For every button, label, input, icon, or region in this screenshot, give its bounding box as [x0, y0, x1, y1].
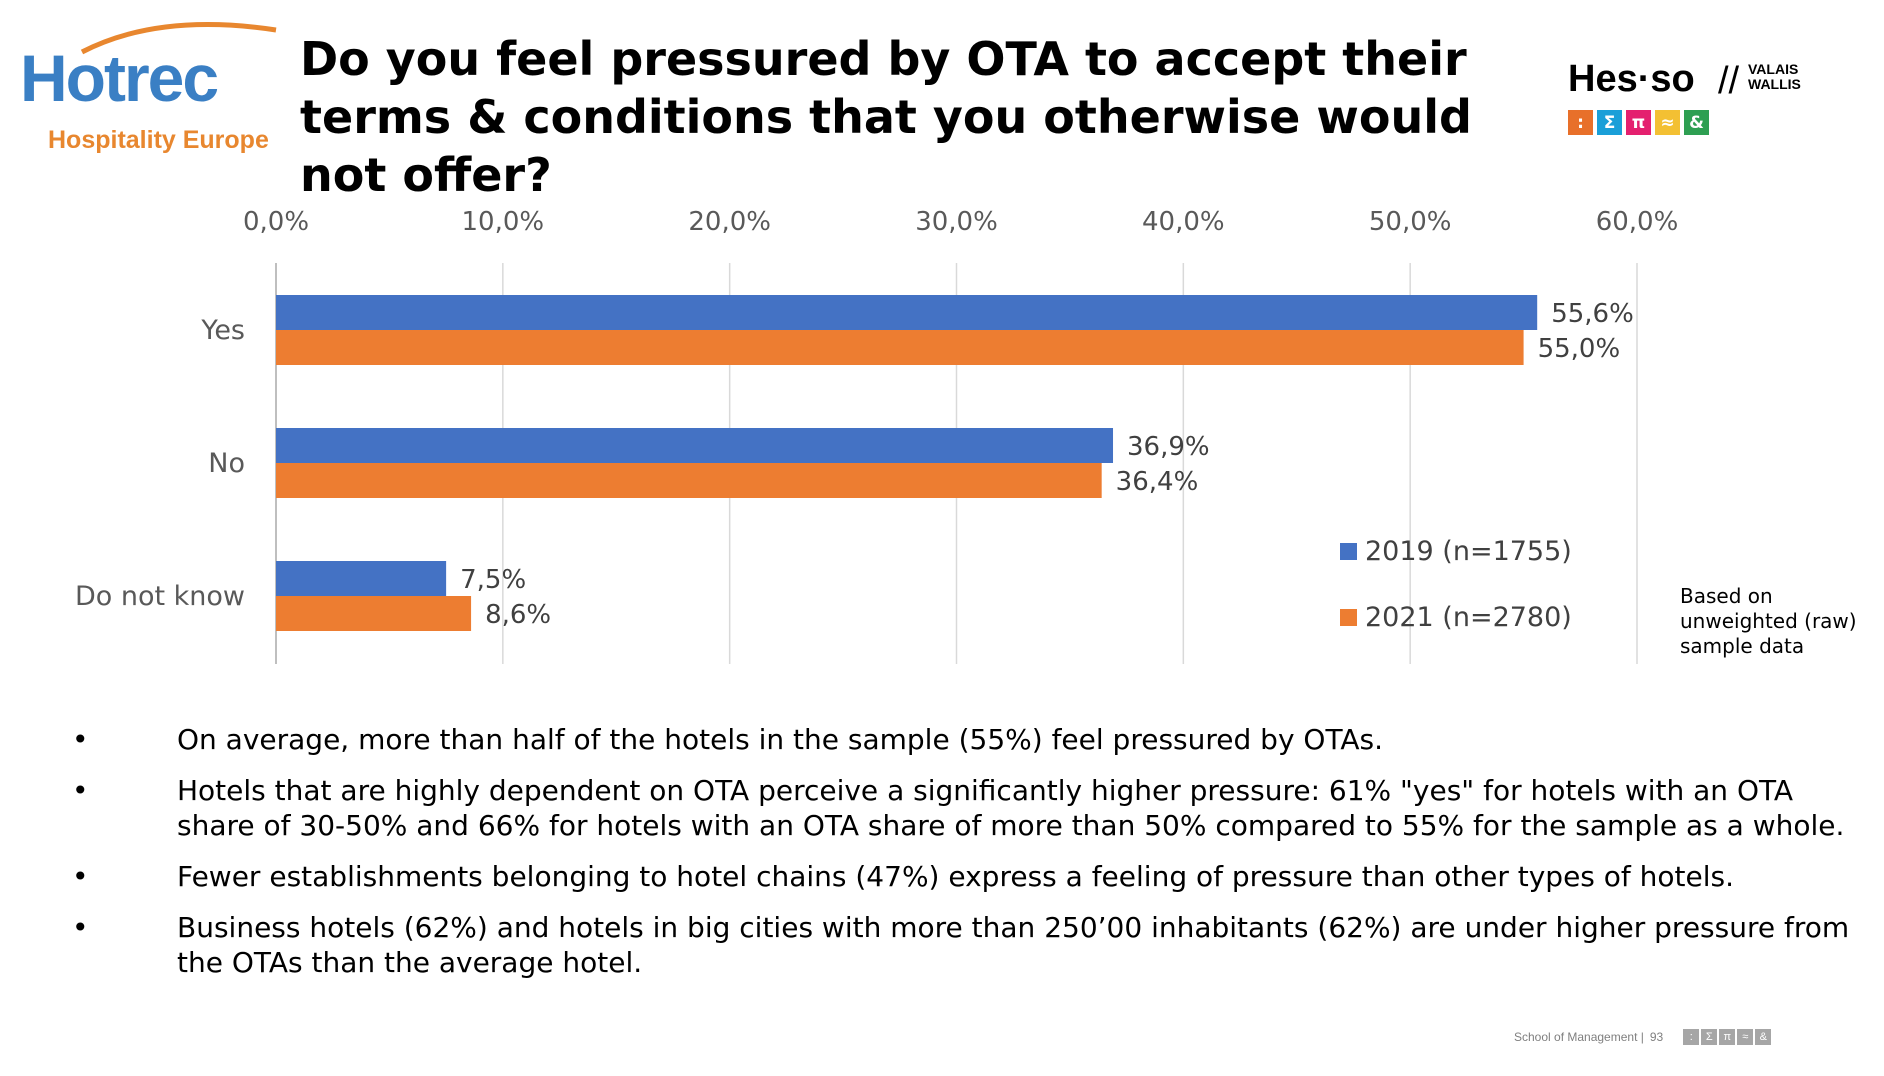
bullet-marker: •: [72, 911, 89, 944]
x-tick-label: 40,0%: [1142, 207, 1225, 237]
x-tick-label: 20,0%: [688, 207, 771, 237]
x-tick-label: 0,0%: [243, 207, 309, 237]
finding-text: Hotels that are highly dependent on OTA …: [177, 774, 1845, 842]
data-label: 36,4%: [1116, 467, 1199, 497]
footer-badge: :: [1683, 1029, 1700, 1045]
category-label: Do not know: [75, 581, 245, 612]
bar: [276, 561, 447, 596]
bar-chart: 0,0% 10,0% 20,0% 30,0% 40,0% 50,0% 60,0% Yes 55,…: [75, 207, 1679, 664]
findings-list: • On average, more than half of the hote…: [72, 722, 1872, 996]
x-tick-label: 60,0%: [1596, 207, 1679, 237]
x-tick-label: 30,0%: [915, 207, 998, 237]
bullet-marker: •: [72, 774, 89, 807]
bar: [276, 330, 1524, 365]
footer-badge: &: [1755, 1029, 1772, 1045]
bar: [276, 295, 1538, 330]
hesso-badge: Σ: [1597, 110, 1622, 135]
sample-note: Based on unweighted (raw) sample data: [1680, 584, 1880, 659]
finding-text: Business hotels (62%) and hotels in big …: [177, 911, 1850, 979]
sample-note-line: sample data: [1680, 634, 1805, 658]
hesso-badge: :: [1568, 110, 1593, 135]
hesso-badge: π: [1626, 110, 1651, 135]
bar: [276, 428, 1114, 463]
finding-text: Fewer establishments belonging to hotel …: [177, 860, 1735, 893]
data-label: 36,9%: [1127, 432, 1210, 462]
data-label: 8,6%: [485, 600, 551, 630]
finding-item: • Business hotels (62%) and hotels in bi…: [72, 910, 1872, 980]
data-label: 55,0%: [1538, 334, 1621, 364]
sample-note-line: Based on: [1680, 584, 1773, 608]
logo-swoosh-icon: [80, 22, 277, 55]
legend-swatch-2021: [1340, 609, 1357, 626]
legend-item-2021: 2021 (n=2780): [1340, 602, 1572, 633]
finding-item: • Fewer establishments belonging to hote…: [72, 859, 1872, 894]
footer-badge: ≈: [1737, 1029, 1754, 1045]
hesso-badge: &: [1684, 110, 1709, 135]
footer-text: School of Management |: [1514, 1030, 1644, 1044]
legend-label-2019: 2019 (n=1755): [1365, 536, 1572, 567]
footer-badge: Σ: [1701, 1029, 1718, 1045]
hotrec-logo-name: Hotrec: [20, 41, 219, 115]
page-number: 93: [1649, 1030, 1664, 1044]
x-tick-label: 10,0%: [462, 207, 545, 237]
finding-text: On average, more than half of the hotels…: [177, 723, 1384, 756]
bullet-marker: •: [72, 723, 89, 756]
bullet-marker: •: [72, 860, 89, 893]
bar: [276, 596, 472, 631]
sample-note-line: unweighted (raw): [1680, 609, 1857, 633]
data-label: 7,5%: [460, 565, 526, 595]
bar: [276, 463, 1102, 498]
legend-item-2019: 2019 (n=1755): [1340, 536, 1572, 567]
hesso-logo-region: VALAIS WALLIS: [1748, 61, 1801, 92]
x-tick-label: 50,0%: [1369, 207, 1452, 237]
category-label: No: [208, 448, 245, 479]
legend-label-2021: 2021 (n=2780): [1365, 602, 1572, 633]
finding-item: • Hotels that are highly dependent on OT…: [72, 773, 1872, 843]
footer-badge: π: [1719, 1029, 1736, 1045]
hesso-slash-icon: //: [1718, 60, 1740, 102]
hesso-logo-name: Hes·so: [1568, 58, 1695, 100]
finding-item: • On average, more than half of the hote…: [72, 722, 1872, 757]
legend-swatch-2019: [1340, 543, 1357, 560]
hesso-badge: ≈: [1655, 110, 1680, 135]
category-label: Yes: [200, 315, 245, 346]
page-title: Do you feel pressured by OTA to accept t…: [300, 32, 1472, 202]
hotrec-logo-subtitle: Hospitality Europe: [48, 126, 269, 154]
data-label: 55,6%: [1551, 299, 1634, 329]
